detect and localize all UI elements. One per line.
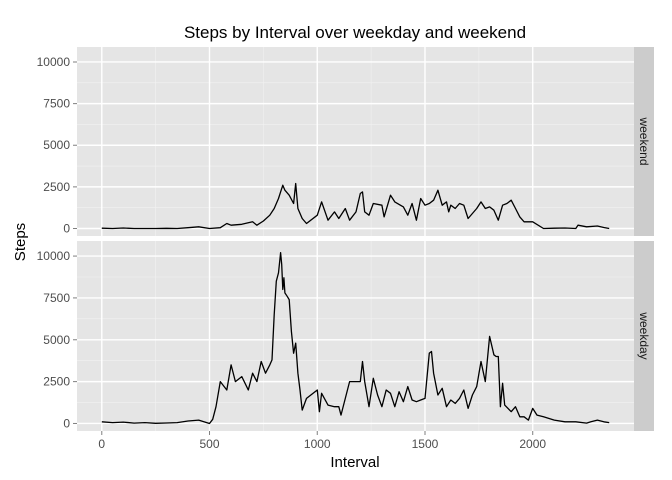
panel-weekday: 0 2500 5000 7500 10000 weekday xyxy=(37,241,654,431)
x-tick-label: 1500 xyxy=(412,437,439,451)
y-tick-label: 7500 xyxy=(43,97,70,111)
facet-strip xyxy=(634,47,654,236)
facet-strip xyxy=(634,241,654,431)
x-tick-label: 1000 xyxy=(304,437,331,451)
y-tick-label: 5000 xyxy=(43,138,70,152)
facet-strip-label: weekday xyxy=(637,311,651,359)
y-tick-label: 0 xyxy=(63,416,70,430)
x-tick-label: 500 xyxy=(200,437,220,451)
y-tick-label: 5000 xyxy=(43,333,70,347)
panel-weekend: 0 2500 5000 7500 10000 weekend xyxy=(37,47,654,236)
plot-area: 025005000750010000weekend025005000750010… xyxy=(37,47,654,451)
y-tick-label: 10000 xyxy=(37,249,71,263)
y-axis-title: Steps xyxy=(12,223,29,261)
y-tick-label: 7500 xyxy=(43,291,70,305)
x-tick-label: 2000 xyxy=(519,437,546,451)
x-axis-title: Interval xyxy=(330,454,379,471)
y-tick-label: 2500 xyxy=(43,180,70,194)
x-axis: 0 500 1000 1500 2000 xyxy=(98,431,546,451)
y-tick-label: 0 xyxy=(63,222,70,236)
panel-background xyxy=(77,241,634,431)
x-tick-label: 0 xyxy=(98,437,105,451)
panel-background xyxy=(77,47,634,236)
series-line-weekday xyxy=(101,252,610,425)
y-tick-label: 2500 xyxy=(43,375,70,389)
chart-title: Steps by Interval over weekday and weeke… xyxy=(184,23,526,42)
y-tick-label: 10000 xyxy=(37,55,71,69)
facet-strip-label: weekend xyxy=(637,116,651,165)
series-line-weekend xyxy=(101,182,610,230)
